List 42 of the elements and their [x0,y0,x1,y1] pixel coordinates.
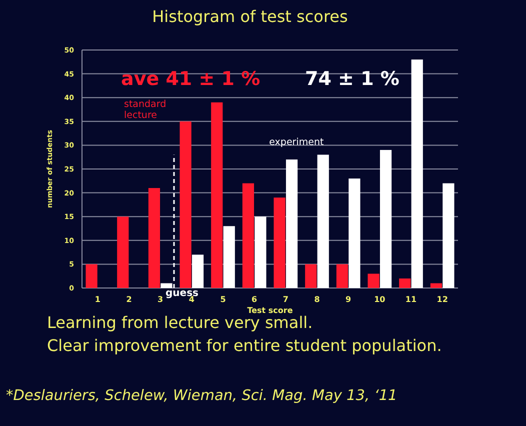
series-label: standard lecture [124,99,166,121]
bar [336,264,348,288]
bar [211,102,223,288]
x-tick-label: 11 [405,295,417,304]
bar [305,264,317,288]
bar [223,226,235,288]
bar [348,178,360,288]
bar [442,183,454,288]
bar [399,278,411,288]
bar [242,183,254,288]
annotation: 74 ± 1 % [305,68,400,90]
x-tick-label: 6 [252,295,258,304]
text: Clear improvement for entire student population. [47,336,442,355]
x-tick-label: 3 [158,295,164,304]
x-tick-label: 8 [314,295,320,304]
x-axis-title: Test score [247,306,294,315]
bar [86,264,98,288]
bar [411,60,423,288]
bar [192,254,204,288]
annotation: ave 41 ± 1 % [121,68,260,90]
x-tick-label: 12 [436,295,448,304]
bar [286,159,298,288]
x-tick-label: 5 [220,295,226,304]
bar [148,188,160,288]
x-tick-label: 7 [282,295,288,304]
x-tick-label: 1 [94,295,101,304]
bar [274,198,286,288]
series-label: experiment [269,137,324,148]
x-tick-label: 9 [346,295,352,304]
x-tick-label: 2 [126,295,132,304]
x-tick-label: 4 [188,295,195,304]
bar [430,283,442,288]
text: Learning from lecture very small. [47,313,313,332]
bar [317,154,329,288]
bar [380,150,392,288]
bar [180,121,192,288]
text: *Deslauriers, Schelew, Wieman, Sci. Mag. May 13, ‘11 [6,388,398,404]
bar [117,216,129,288]
bar [368,274,380,288]
chart-title: Histogram of test scores [152,7,348,26]
bar [254,216,266,288]
x-tick-label: 10 [374,295,386,304]
